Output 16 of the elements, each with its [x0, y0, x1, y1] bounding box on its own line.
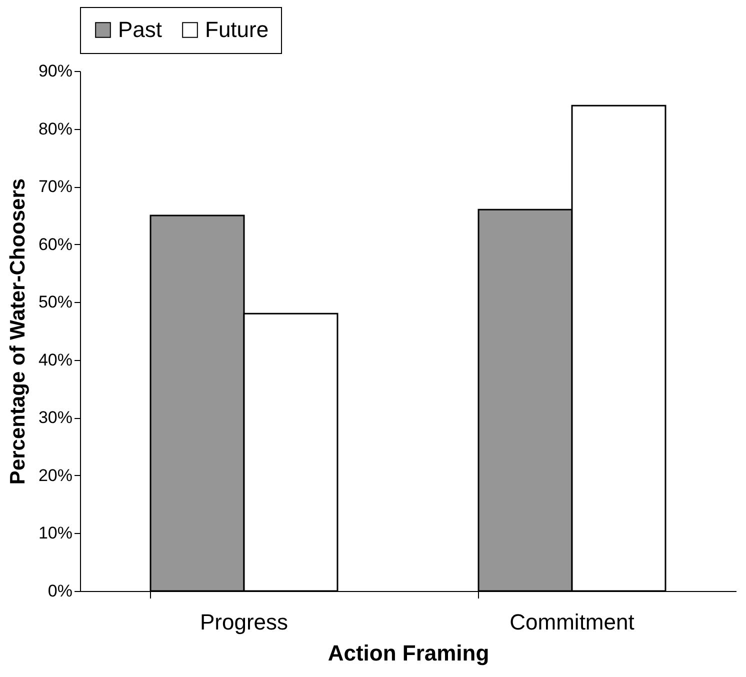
legend-label: Future [205, 17, 269, 42]
y-tick-label: 50% [38, 292, 72, 312]
x-tick-label: Commitment [510, 610, 634, 634]
y-tick-label: 20% [38, 466, 72, 485]
y-tick-label: 60% [38, 234, 72, 254]
y-tick-label: 40% [38, 350, 72, 370]
y-axis-title: Percentage of Water-Choosers [6, 178, 30, 485]
y-tick-label: 0% [48, 582, 72, 600]
x-tick-label: Progress [200, 610, 288, 634]
y-tick-label: 30% [38, 408, 72, 428]
legend-label: Past [118, 17, 162, 42]
y-tick-label: 70% [38, 177, 72, 196]
y-tick-label: 80% [38, 119, 72, 138]
y-tick-label: 90% [38, 62, 72, 80]
y-tick-label: 10% [38, 524, 72, 543]
x-axis-title: Action Framing [328, 640, 490, 666]
